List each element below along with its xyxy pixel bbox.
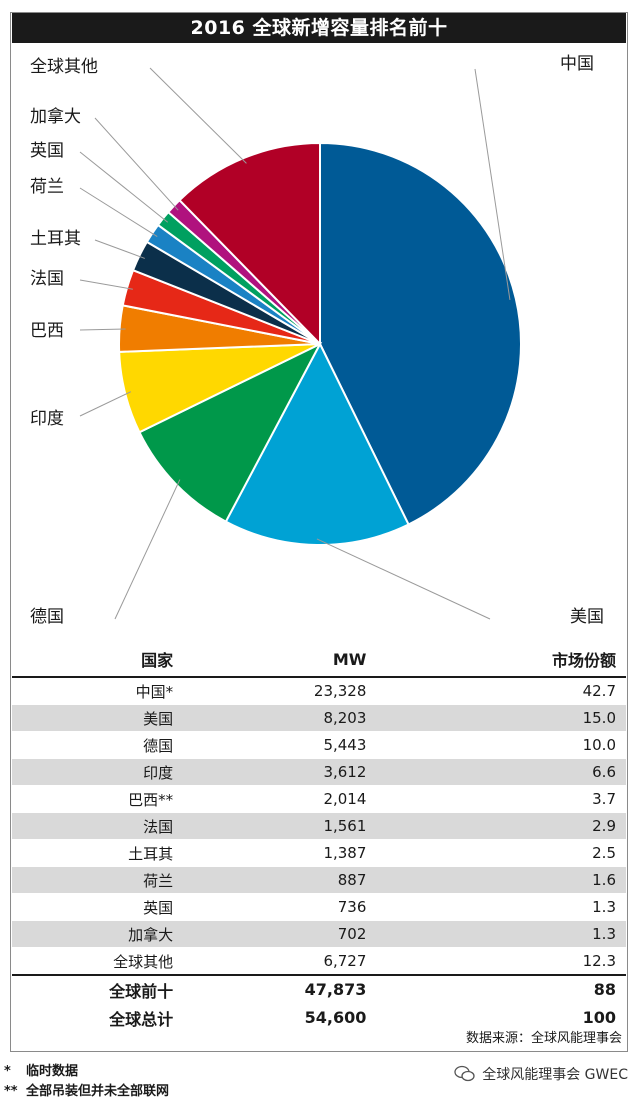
cell-mw: 887 [183,866,377,894]
footnote-text: 全部吊装但并未全部联网 [26,1084,170,1099]
table-row: 中国* 23,328 42.7 [12,677,626,705]
leader-line [114,479,181,620]
cell-mw: 54,600 [183,1003,377,1032]
cell-country: 德国 [12,731,184,759]
footnotes: * 临时数据 ** 全部吊装但并未全部联网 [0,1062,169,1102]
cell-mw: 1,387 [183,839,377,867]
slice-label: 加拿大 [30,106,81,127]
chart-title: 2016 全球新增容量排名前十 [12,13,626,43]
cell-share: 10.0 [376,731,626,759]
cell-share: 12.3 [376,947,626,976]
data-table: 国家 MW 市场份额 中国* 23,328 42.7 美国 8,203 15.0 德国 5… [12,643,626,1032]
cell-mw: 1,561 [183,812,377,840]
table-row: 美国 8,203 15.0 [12,704,626,732]
cell-mw: 702 [183,920,377,948]
table-header-row: 国家 MW 市场份额 [12,643,626,678]
leader-line [79,151,169,223]
cell-share: 15.0 [376,704,626,732]
slice-label: 英国 [30,141,64,161]
table-row: 英国 736 1.3 [12,893,626,921]
summary-row-top10: 全球前十 47,873 88 [12,974,626,1004]
pie-slice [319,141,522,526]
pie-slice [224,341,410,546]
cell-share: 100 [376,1003,626,1032]
header-country: 国家 [12,643,184,678]
slice-label: 巴西 [30,321,64,341]
table-row: 德国 5,443 10.0 [12,731,626,759]
cell-mw: 23,328 [183,677,377,705]
slice-label: 全球其他 [30,57,98,77]
cell-country: 土耳其 [12,839,184,867]
cell-country: 印度 [12,758,184,786]
cell-share: 88 [376,974,626,1004]
cell-mw: 6,727 [183,947,377,976]
cell-country: 中国* [12,677,184,705]
watermark-text: 全球风能理事会 GWEC [482,1067,628,1083]
summary-row-total: 全球总计 54,600 100 [12,1003,626,1032]
slice-label: 法国 [30,269,64,289]
table-row: 巴西** 2,014 3.7 [12,785,626,813]
cell-share: 2.5 [376,839,626,867]
cell-country: 荷兰 [12,866,184,894]
cell-country: 美国 [12,704,184,732]
leader-line [94,117,179,211]
leader-line [79,328,126,331]
table-row: 法国 1,561 2.9 [12,812,626,840]
footnote-mark: * [4,1064,11,1079]
cell-mw: 2,014 [183,785,377,813]
header-share: 市场份额 [376,643,626,678]
data-source: 数据来源：全球风能理事会 [465,1031,622,1046]
footnote: ** 全部吊装但并未全部联网 [0,1082,169,1102]
footnote-text: 临时数据 [26,1064,79,1079]
chart-frame [10,12,628,1052]
table-row: 加拿大 702 1.3 [12,920,626,948]
pie-slice [138,341,323,523]
cell-country: 全球总计 [12,1003,184,1032]
cell-mw: 8,203 [183,704,377,732]
cell-country: 英国 [12,893,184,921]
leader-line [94,239,145,259]
watermark: 全球风能理事会 GWEC [454,1064,628,1084]
cell-mw: 3,612 [183,758,377,786]
cell-mw: 47,873 [183,974,377,1004]
cell-share: 1.3 [376,893,626,921]
cell-mw: 736 [183,893,377,921]
slice-label: 中国 [560,54,594,74]
slice-label: 美国 [570,607,604,627]
cell-country: 巴西** [12,785,184,813]
slice-label: 印度 [30,409,64,429]
cell-mw: 5,443 [183,731,377,759]
table-row: 土耳其 1,387 2.5 [12,839,626,867]
table-row: 印度 3,612 6.6 [12,758,626,786]
header-mw: MW [183,643,377,678]
cell-share: 1.6 [376,866,626,894]
pie-slice [178,141,321,347]
table-row: 荷兰 887 1.6 [12,866,626,894]
wechat-icon [454,1065,475,1082]
leader-line [474,68,511,301]
cell-country: 法国 [12,812,184,840]
slice-label: 德国 [30,607,64,627]
leader-line [316,538,491,620]
leader-line [149,67,247,164]
cell-country: 全球前十 [12,974,184,1004]
footnote: * 临时数据 [0,1062,169,1082]
cell-share: 3.7 [376,785,626,813]
cell-country: 加拿大 [12,920,184,948]
slice-label: 土耳其 [30,229,81,249]
cell-share: 1.3 [376,920,626,948]
cell-share: 42.7 [376,677,626,705]
leader-line [79,279,133,290]
table-row: 全球其他 6,727 12.3 [12,947,626,976]
cell-country: 全球其他 [12,947,184,976]
cell-share: 2.9 [376,812,626,840]
footnote-mark: ** [4,1084,18,1099]
leader-line [79,391,132,417]
slice-label: 荷兰 [30,177,64,197]
cell-share: 6.6 [376,758,626,786]
leader-line [79,187,158,238]
